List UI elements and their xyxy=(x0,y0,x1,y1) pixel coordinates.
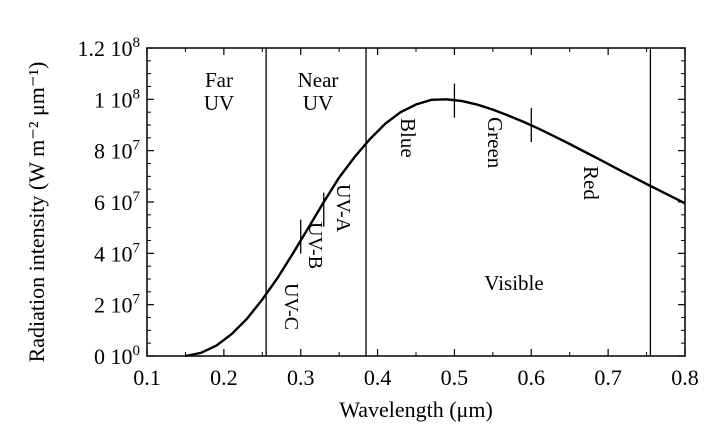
x-tick-label: 0.3 xyxy=(287,365,315,390)
red-label: Red xyxy=(579,166,603,200)
uv-b-label: UV-B xyxy=(304,222,326,269)
y-tick-label: 2 107 xyxy=(94,292,141,318)
x-tick-label: 0.1 xyxy=(133,365,161,390)
visible-label: Visible xyxy=(484,271,543,295)
far-uv-label-line1: Far xyxy=(205,68,233,92)
y-tick-label: 1.2 108 xyxy=(78,35,141,61)
y-tick-label: 1 108 xyxy=(94,86,140,112)
y-tick-label: 8 107 xyxy=(94,138,141,164)
spectrum-curve xyxy=(185,98,686,358)
blue-label: Blue xyxy=(396,118,420,158)
x-tick-label: 0.7 xyxy=(594,365,622,390)
x-axis-ticks: 0.1 0.2 0.3 0.4 0.5 0.6 0.7 0.8 xyxy=(133,48,699,390)
x-tick-label: 0.6 xyxy=(518,365,546,390)
x-tick-label: 0.4 xyxy=(364,365,392,390)
y-axis-title: Radiation intensity (W m⁻² μm⁻¹) xyxy=(24,62,49,363)
near-uv-label-line1: Near xyxy=(298,68,339,92)
x-tick-label: 0.5 xyxy=(441,365,469,390)
uv-c-label: UV-C xyxy=(280,283,302,330)
far-uv-label-line2: UV xyxy=(204,91,234,115)
x-tick-label: 0.8 xyxy=(671,365,699,390)
x-tick-label: 0.2 xyxy=(210,365,238,390)
region-boundaries xyxy=(265,48,652,356)
x-axis-title: Wavelength (μm) xyxy=(339,397,493,422)
near-uv-label-line2: UV xyxy=(303,91,333,115)
green-label: Green xyxy=(483,117,507,169)
curve-marks xyxy=(300,83,532,254)
y-tick-label: 4 107 xyxy=(94,240,141,266)
uv-a-label: UV-A xyxy=(332,184,354,233)
y-axis-ticks: 0 100 2 107 4 107 6 107 8 107 1 108 1.2 108 xyxy=(78,35,685,369)
y-tick-label: 0 100 xyxy=(94,343,140,369)
y-tick-label: 6 107 xyxy=(94,189,141,215)
